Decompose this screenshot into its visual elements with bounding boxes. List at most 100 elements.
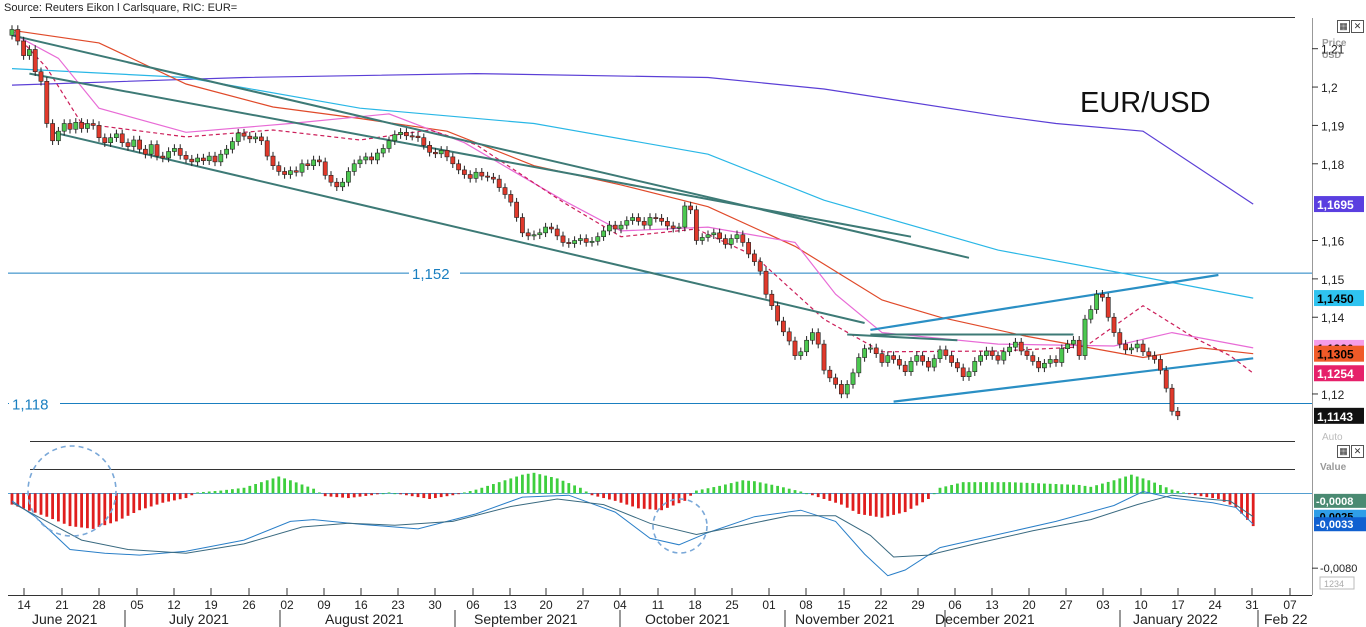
- macd-histogram-bar-positive: [996, 482, 1000, 494]
- bearish-candle: [143, 148, 148, 155]
- macd-histogram-bar-positive: [497, 482, 501, 494]
- macd-histogram-bar-negative: [677, 493, 681, 504]
- macd-histogram-bar-negative: [863, 493, 866, 515]
- price-tick-label: 1,15: [1321, 273, 1345, 287]
- macd-histogram-bar-negative: [915, 493, 919, 506]
- bearish-candle: [467, 174, 473, 179]
- bullish-candle: [844, 384, 850, 395]
- bearish-candle: [491, 176, 496, 180]
- macd-histogram-bar-positive: [387, 492, 391, 494]
- macd-histogram-bar-positive: [1176, 491, 1180, 494]
- macd-histogram-bar-positive: [207, 491, 211, 494]
- macd-histogram-bar-negative: [903, 493, 907, 513]
- x-day-tick-label: 18: [688, 598, 702, 612]
- bullish-candle: [810, 332, 815, 341]
- bullish-candle: [346, 171, 351, 183]
- macd-histogram-bar-negative: [173, 493, 176, 501]
- bearish-candle: [282, 171, 287, 175]
- bearish-candle: [67, 123, 73, 130]
- macd-histogram-bar-positive: [1089, 486, 1093, 494]
- bullish-candle: [856, 357, 862, 374]
- price-badge: [1314, 290, 1364, 307]
- macd-histogram-bar-negative: [416, 493, 420, 498]
- macd-histogram-bar-positive: [1095, 485, 1098, 494]
- bearish-candle: [920, 355, 925, 362]
- price-badge: [1314, 196, 1364, 213]
- x-month-label: September 2021: [474, 611, 578, 627]
- macd-histogram-bar-positive: [944, 486, 948, 494]
- x-day-tick-label: 11: [652, 598, 665, 612]
- macd-histogram-bar-negative: [1240, 493, 1243, 514]
- macd-histogram-bar-negative: [103, 493, 107, 526]
- macd-histogram-bar-positive: [265, 480, 269, 494]
- chart-title: EUR/USD: [1080, 87, 1211, 119]
- bearish-candle: [641, 221, 647, 226]
- price-axis-label: Price: [1322, 38, 1347, 49]
- bearish-candle: [833, 377, 838, 385]
- macd-histogram-bar-positive: [474, 489, 478, 494]
- macd-histogram-bar-negative: [1222, 493, 1226, 502]
- macd-histogram-bar-positive: [770, 484, 774, 494]
- bullish-candle: [572, 240, 577, 244]
- macd-histogram-bar-negative: [898, 493, 901, 514]
- bullish-candle: [1042, 362, 1047, 369]
- bullish-candle: [375, 152, 380, 161]
- macd-histogram-bar-positive: [236, 488, 240, 494]
- macd-histogram-bar-negative: [1205, 493, 1209, 498]
- macd-histogram-bar-positive: [938, 487, 942, 494]
- macd-histogram-bar-negative: [625, 493, 629, 505]
- macd-histogram-bar-negative: [399, 493, 402, 495]
- macd-histogram-bar-positive: [509, 478, 513, 494]
- price-panel-close-button[interactable]: ✕: [1351, 20, 1364, 33]
- price-badge-label: 1,1450: [1317, 292, 1354, 306]
- bullish-candle: [230, 141, 235, 150]
- bullish-candle: [235, 132, 241, 142]
- macd-histogram-bar-negative: [660, 493, 663, 511]
- macd-histogram-bar-negative: [648, 493, 652, 510]
- bearish-candle: [421, 137, 427, 146]
- bearish-candle: [821, 343, 827, 371]
- macd-histogram-bar-negative: [74, 493, 78, 527]
- macd-panel-settings-button[interactable]: ▦: [1337, 445, 1350, 458]
- macd-histogram-bar-negative: [178, 493, 182, 500]
- bearish-candle: [827, 369, 833, 379]
- macd-panel-close-button[interactable]: ✕: [1351, 445, 1364, 458]
- macd-histogram-bar-negative: [828, 493, 832, 501]
- macd-histogram-bar-negative: [190, 493, 194, 496]
- macd-histogram-bar-positive: [393, 493, 397, 495]
- macd-histogram-bar-positive: [1066, 484, 1069, 494]
- bearish-candle: [1158, 359, 1163, 371]
- macd-histogram-bar-negative: [921, 493, 924, 503]
- macd-histogram-bar-positive: [1112, 480, 1116, 494]
- macd-histogram-bar-positive: [480, 487, 484, 494]
- macd-histogram-bar-positive: [735, 481, 739, 494]
- macd-footer-label: 1234: [1324, 579, 1344, 589]
- x-day-tick-label: 27: [576, 598, 590, 612]
- bullish-candle: [682, 205, 688, 228]
- macd-histogram-bar-positive: [1141, 478, 1145, 494]
- bullish-candle: [699, 237, 705, 241]
- macd-histogram-bar-negative: [405, 493, 408, 496]
- price-panel-settings-button[interactable]: ▦: [1337, 20, 1350, 33]
- macd-histogram-bar-positive: [956, 483, 959, 494]
- macd-histogram-bar-negative: [323, 493, 327, 497]
- bearish-candle: [276, 165, 282, 172]
- macd-histogram-bar-positive: [967, 482, 971, 494]
- bearish-candle: [38, 71, 44, 82]
- x-day-tick-label: 23: [391, 598, 405, 612]
- bullish-candle: [931, 358, 937, 368]
- macd-histogram-bar-negative: [840, 493, 843, 505]
- bearish-candle: [694, 209, 699, 241]
- macd-histogram-bar-negative: [57, 493, 60, 522]
- x-day-tick-label: 05: [130, 598, 144, 612]
- x-month-label: August 2021: [325, 611, 404, 627]
- annotation-circle: [652, 498, 708, 554]
- macd-line: [11, 494, 1254, 558]
- macd-histogram-bar-negative: [1246, 493, 1249, 520]
- macd-histogram-bar-negative: [1199, 493, 1203, 497]
- macd-histogram-bar-negative: [834, 493, 837, 503]
- macd-histogram-bar-negative: [642, 493, 646, 509]
- bearish-candle: [259, 136, 264, 142]
- macd-histogram-bar-positive: [700, 489, 704, 494]
- bullish-candle: [340, 181, 345, 188]
